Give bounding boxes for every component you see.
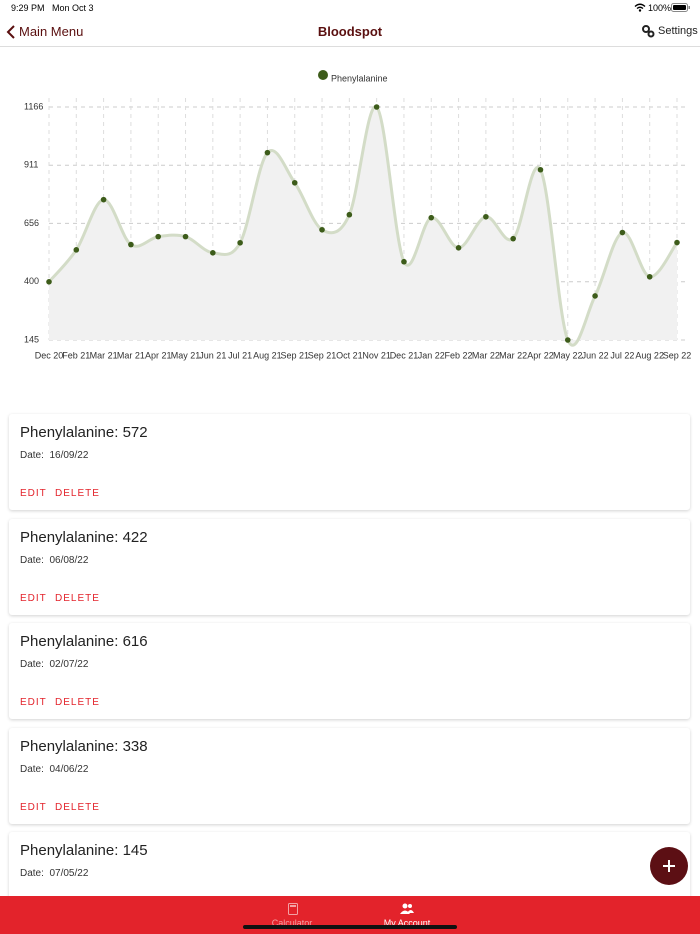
delete-button[interactable]: DELETE — [55, 801, 100, 813]
data-point — [428, 214, 435, 221]
data-point — [291, 179, 298, 186]
data-point — [619, 229, 626, 236]
entry-date: Date: 07/05/22 — [20, 868, 89, 879]
edit-button[interactable]: EDIT — [20, 697, 47, 708]
legend-marker — [318, 70, 328, 80]
tab-calculator[interactable]: Calculator — [271, 918, 313, 928]
entry-date: Date: 04/06/22 — [20, 763, 89, 775]
x-tick-label: Jun 22 — [582, 350, 609, 360]
settings-button[interactable]: Settings — [658, 25, 698, 37]
home-indicator — [243, 925, 457, 929]
x-tick-label: Aug 21 — [253, 350, 282, 360]
data-point — [646, 273, 653, 280]
nav-divider — [0, 46, 700, 47]
data-point — [455, 245, 462, 251]
data-point — [483, 213, 489, 220]
wifi-icon — [634, 3, 646, 12]
data-point — [46, 279, 52, 285]
back-button[interactable]: Main Menu — [19, 24, 84, 39]
entry-date: Date: 16/09/22 — [20, 450, 89, 461]
delete-button[interactable]: DELETE — [55, 592, 100, 604]
x-tick-label: Sep 22 — [663, 350, 692, 360]
entry-date: Date: 06/08/22 — [20, 554, 89, 566]
entry-title: Phenylalanine: 145 — [20, 842, 148, 859]
x-tick-label: May 21 — [171, 350, 201, 360]
x-tick-label: Mar 21 — [117, 350, 145, 360]
data-point — [319, 226, 325, 233]
entry-title: Phenylalanine: 338 — [20, 737, 148, 755]
y-tick-label: 911 — [24, 160, 38, 170]
status-date: Mon Oct 3 — [52, 3, 94, 13]
battery-icon — [671, 3, 690, 12]
x-tick-label: Feb 22 — [445, 350, 473, 360]
back-icon[interactable] — [6, 24, 16, 40]
data-point — [510, 235, 516, 242]
data-point — [564, 337, 571, 343]
x-tick-label: Nov 21 — [362, 350, 391, 360]
y-tick-label: 1166 — [24, 101, 43, 111]
data-point — [373, 104, 380, 110]
data-point — [592, 293, 598, 299]
data-point — [237, 239, 243, 246]
tab-my-account[interactable]: My Account — [383, 918, 431, 928]
data-point — [674, 239, 680, 246]
entry-card: Phenylalanine: 572 Date: 16/09/22 EDIT DELE… — [9, 414, 690, 510]
entry-title: Phenylalanine: 616 — [20, 633, 148, 650]
account-icon[interactable] — [400, 903, 414, 915]
x-tick-label: Jun 21 — [199, 350, 226, 360]
delete-button[interactable]: DELETE — [55, 697, 100, 708]
x-tick-label: Dec 21 — [390, 350, 419, 360]
data-point — [401, 258, 407, 265]
calculator-icon[interactable] — [287, 903, 299, 915]
edit-button[interactable]: EDIT — [20, 488, 47, 499]
delete-button[interactable]: DELETE — [55, 488, 100, 499]
entry-card: Phenylalanine: 422 Date: 06/08/22 EDIT DELE… — [9, 518, 690, 615]
x-tick-label: Mar 22 — [472, 350, 500, 360]
data-point — [182, 233, 189, 240]
data-point — [100, 196, 107, 203]
y-tick-label: 145 — [24, 334, 39, 344]
area — [49, 106, 677, 346]
x-tick-label: Sep 21 — [308, 350, 337, 360]
data-point — [346, 211, 353, 218]
x-tick-label: May 22 — [553, 350, 583, 360]
data-point — [155, 233, 162, 240]
data-point — [73, 247, 80, 253]
legend-label: Phenylalanine — [331, 73, 388, 83]
nav-title: Bloodspot — [317, 24, 383, 39]
edit-button[interactable]: EDIT — [20, 801, 47, 813]
x-tick-label: Apr 22 — [527, 350, 554, 360]
x-tick-label: Mar 22 — [499, 350, 527, 360]
x-tick-label: Aug 22 — [635, 350, 664, 360]
entry-card: Phenylalanine: 616 Date: 02/07/22 EDIT DELE… — [9, 623, 690, 719]
entry-title: Phenylalanine: 422 — [20, 528, 148, 546]
status-time: 9:29 PM — [11, 3, 45, 13]
x-tick-label: Feb 21 — [62, 350, 90, 360]
x-tick-label: Jul 22 — [610, 350, 634, 360]
entry-title: Phenylalanine: 572 — [20, 424, 148, 441]
y-tick-label: 400 — [24, 276, 39, 286]
x-tick-label: Jul 21 — [228, 350, 252, 360]
x-tick-label: Oct 21 — [336, 350, 363, 360]
entry-date: Date: 02/07/22 — [20, 659, 89, 670]
entry-card: Phenylalanine: 338 Date: 04/06/22 EDIT DELE… — [9, 727, 690, 824]
data-point — [537, 166, 544, 173]
x-tick-label: Apr 21 — [145, 350, 172, 360]
x-tick-label: Dec 20 — [35, 350, 64, 360]
data-point — [210, 250, 216, 256]
settings-icon[interactable] — [641, 24, 655, 38]
y-tick-label: 656 — [24, 218, 39, 228]
x-tick-label: Jan 22 — [418, 350, 445, 360]
data-point — [128, 241, 134, 248]
battery-text: 100% — [648, 3, 672, 13]
add-button[interactable] — [650, 847, 690, 887]
x-tick-label: Sep 21 — [280, 350, 309, 360]
x-tick-label: Mar 21 — [90, 350, 118, 360]
edit-button[interactable]: EDIT — [20, 592, 47, 604]
data-point — [264, 149, 271, 156]
